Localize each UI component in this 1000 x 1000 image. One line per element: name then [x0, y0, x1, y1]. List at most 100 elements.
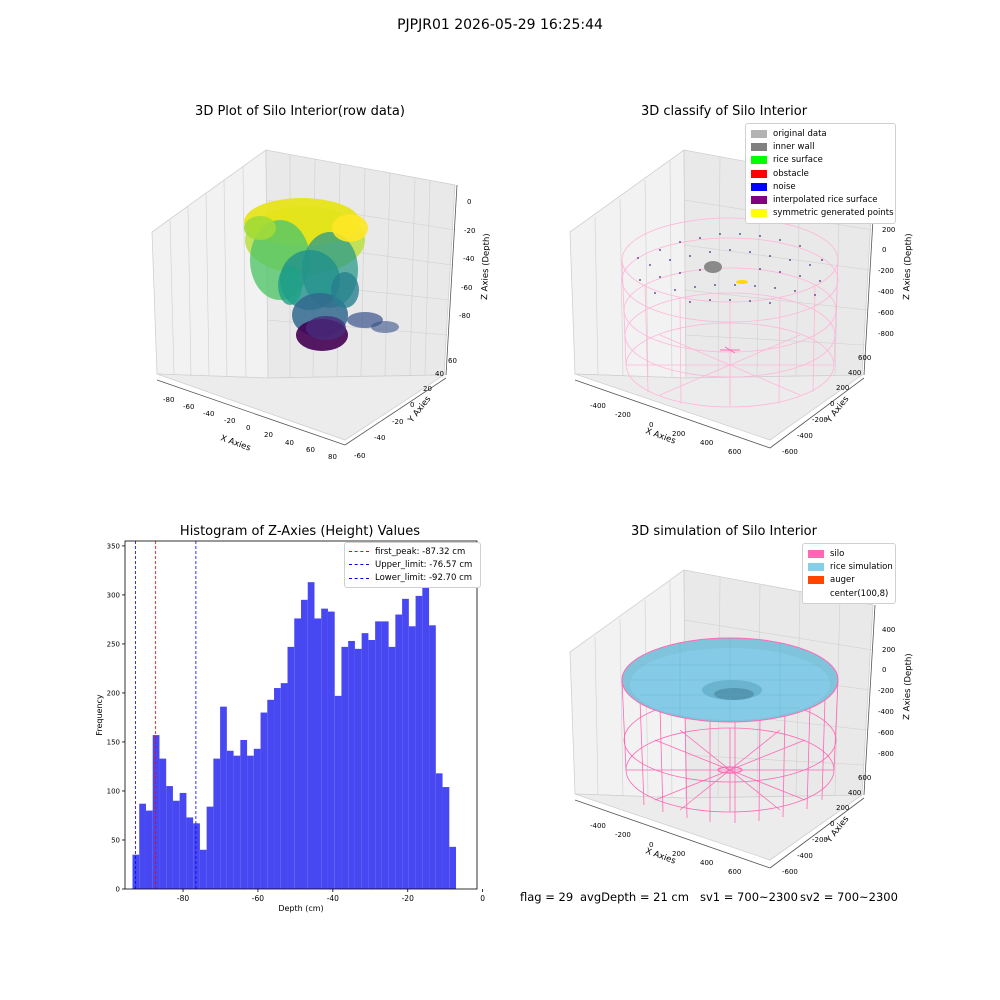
- classify-ytick: 400: [848, 369, 861, 377]
- simulation-xtick: -200: [615, 831, 631, 839]
- simulation-ztick: 0: [882, 666, 886, 674]
- histogram-legend: first_peak: -87.32 cm Upper_limit: -76.5…: [344, 542, 481, 588]
- classify-xtick: 400: [700, 439, 713, 447]
- legend-item-lower-limit: Lower_limit: -92.70 cm: [349, 572, 476, 585]
- simulation-xtick: 0: [649, 841, 653, 849]
- simulation-rice-surface: [621, 637, 839, 723]
- classify-silo-center: [720, 346, 740, 354]
- classify-ztick: -200: [878, 267, 894, 275]
- histogram-bar: [314, 618, 322, 889]
- classify-3d-ytick-labels: -600 -400 -200 0 200 400 600: [782, 354, 871, 456]
- simulation-3d-plot: -400 -200 0 200 400 600 X Axies -600 -40…: [569, 569, 914, 876]
- sv1-text: sv1 = 700~2300: [700, 890, 798, 904]
- raw-xtick: -60: [183, 403, 194, 411]
- raw-ylabel: Y Axies: [406, 394, 434, 426]
- histogram-bar: [152, 735, 160, 889]
- classify-3d-plot: -400 -200 0 200 400 600 X Axies -600 -40…: [569, 149, 914, 456]
- raw-xtick: -20: [224, 417, 235, 425]
- classify-ztick: 200: [882, 226, 895, 234]
- histogram-bar: [213, 758, 221, 889]
- classify-xtick: -200: [615, 411, 631, 419]
- histogram-bar: [253, 748, 261, 889]
- legend-swatch: [751, 142, 767, 151]
- histogram-bar: [435, 773, 443, 889]
- classify-inner-wall-points: [704, 261, 722, 273]
- legend-item-noise: noise: [751, 180, 890, 193]
- classify-symmetric-points: [736, 280, 748, 284]
- histogram-bar: [287, 646, 295, 889]
- classify-interpolated-surface-points: [637, 233, 823, 304]
- legend-swatch: [808, 576, 824, 585]
- raw-zlabel: Z Axies (Depth): [480, 233, 490, 300]
- legend-swatch: [808, 589, 824, 598]
- histogram-bar: [307, 582, 315, 889]
- histogram-bar: [280, 683, 288, 889]
- histogram-ylabel: Frequency: [95, 694, 104, 736]
- raw-ztick: -60: [461, 284, 472, 292]
- raw-ytick: 60: [448, 357, 457, 365]
- legend-label: auger: [830, 575, 855, 586]
- histogram-bar: [179, 792, 187, 889]
- legend-line: [349, 564, 369, 566]
- raw-ztick: -80: [459, 312, 470, 320]
- classify-ytick: 600: [858, 354, 871, 362]
- histogram-bar: [240, 739, 248, 889]
- histogram-bar: [233, 755, 241, 889]
- simulation-ytick: -600: [782, 868, 798, 876]
- simulation-plot-title: 3D simulation of Silo Interior: [631, 524, 817, 539]
- histogram-xtick-label: -80: [177, 894, 189, 903]
- classify-ztick: -600: [878, 309, 894, 317]
- simulation-silo-center: [717, 766, 743, 774]
- histogram-bar: [206, 806, 214, 889]
- histogram-ytick-label: 100: [107, 787, 120, 795]
- histogram-yticks: 0 50 100 150 200 250 300 350: [107, 542, 125, 894]
- legend-swatch: [808, 562, 824, 571]
- legend-label: center(100,8): [830, 588, 889, 599]
- classify-3d-xtick-labels: -400 -200 0 200 400 600: [590, 402, 741, 456]
- histogram-bar: [442, 787, 450, 889]
- raw-xtick: 40: [285, 439, 294, 447]
- legend-item-center: center(100,8): [808, 587, 890, 600]
- simulation-ztick: -400: [878, 708, 894, 716]
- raw-xlabel: X Axies: [219, 433, 252, 453]
- histogram-bar: [422, 574, 430, 889]
- histogram-bar: [408, 626, 416, 889]
- histogram-bar: [260, 712, 268, 889]
- legend-item-interpolated-rice-surface: interpolated rice surface: [751, 193, 890, 206]
- histogram-xtick-label: -60: [252, 894, 264, 903]
- raw-xtick: -80: [163, 396, 174, 404]
- histogram-ytick-label: 300: [107, 591, 120, 599]
- histogram-title: Histogram of Z-Axies (Height) Values: [179, 524, 421, 539]
- legend-label: interpolated rice surface: [773, 195, 878, 206]
- histogram-bar: [348, 640, 355, 889]
- classify-zlabel: Z Axies (Depth): [902, 233, 914, 300]
- histogram-frame: [124, 540, 478, 890]
- histogram-bar: [327, 611, 335, 889]
- legend-label: noise: [773, 181, 796, 192]
- legend-label: obstacle: [773, 168, 809, 179]
- classify-ztick: 0: [882, 246, 886, 254]
- simulation-ztick: -800: [878, 750, 894, 758]
- histogram-ytick-label: 250: [107, 640, 120, 648]
- simulation-ytick: 600: [858, 774, 871, 782]
- simulation-xtick: 200: [672, 850, 685, 858]
- histogram-bar: [172, 800, 180, 889]
- raw-3d-ytick-labels: -60 -40 -20 0 20 40 60: [354, 357, 457, 460]
- simulation-zlabel: Z Axies (Depth): [902, 653, 914, 720]
- simulation-3d-ztick-labels: 400 200 0 -200 -400 -600 -800: [878, 626, 895, 758]
- raw-ytick: -40: [374, 434, 385, 442]
- raw-ytick: 40: [435, 370, 444, 378]
- raw-ytick: 0: [410, 401, 414, 409]
- raw-3d-ztick-labels: 0 -20 -40 -60 -80: [459, 198, 475, 320]
- histogram-bar: [294, 618, 301, 889]
- raw-3d-xtick-labels: -80 -60 -40 -20 0 20 40 60 80: [163, 396, 337, 461]
- classify-3d-ztick-labels: 00 200 0 -200 -400 -600 -800: [878, 206, 895, 338]
- legend-swatch: [751, 196, 767, 205]
- simulation-ytick: -400: [797, 852, 813, 860]
- legend-item-first-peak: first_peak: -87.32 cm: [349, 545, 476, 558]
- legend-item-rice-simulation: rice simulation: [808, 560, 893, 573]
- legend-swatch: [808, 549, 824, 558]
- simulation-ztick: -200: [878, 687, 894, 695]
- classify-xtick: 0: [649, 421, 653, 429]
- histogram-bar: [354, 648, 362, 889]
